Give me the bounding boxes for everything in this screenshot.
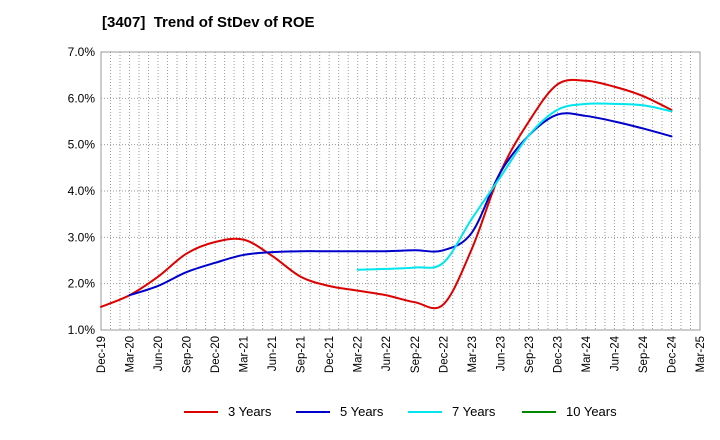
axis-layer: 1.0% 2.0% 3.0% 4.0% 5.0% 6.0% 7.0% Dec-19 Mar-20… — [68, 45, 707, 373]
legend-label: 10 Years — [566, 404, 617, 419]
grid-layer — [100, 51, 701, 331]
legend-item-5-years: 5 Years — [296, 404, 383, 419]
x-tick-label: Jun-22 — [381, 336, 393, 371]
series-layer — [100, 78, 673, 310]
series-line-5-years — [128, 112, 673, 297]
plot-frame — [100, 51, 701, 331]
legend-label: 7 Years — [452, 404, 496, 419]
x-tick-label: Jun-20 — [153, 336, 165, 371]
legend-item-10-years: 10 Years — [522, 404, 617, 419]
x-tick-label: Jun-24 — [609, 335, 621, 371]
x-tick-label: Dec-19 — [96, 336, 108, 373]
legend-swatch — [522, 410, 556, 413]
legend-label: 3 Years — [228, 404, 272, 419]
x-tick-label: Mar-22 — [353, 336, 365, 372]
x-tick-label: Dec-20 — [210, 336, 222, 373]
x-tick-label: Sep-23 — [524, 336, 536, 373]
x-tick-label: Dec-21 — [324, 336, 336, 373]
x-tick-label: Jun-21 — [267, 336, 279, 371]
legend-item-7-years: 7 Years — [408, 404, 495, 419]
series-line-3-years — [100, 78, 673, 310]
y-tick-label: 4.0% — [68, 184, 96, 198]
x-tick-label: Mar-24 — [581, 335, 593, 372]
y-tick-label: 1.0% — [68, 323, 96, 337]
x-tick-label: Mar-23 — [467, 336, 479, 372]
x-tick-label: Dec-23 — [552, 336, 564, 373]
x-tick-label: Jun-23 — [495, 336, 507, 371]
x-tick-label: Sep-24 — [638, 335, 650, 373]
x-tick-label: Sep-20 — [182, 336, 194, 373]
x-tick-label: Mar-20 — [125, 336, 137, 372]
y-tick-label: 7.0% — [68, 45, 96, 59]
y-tick-label: 2.0% — [68, 277, 96, 291]
y-tick-label: 6.0% — [68, 91, 96, 105]
x-tick-label: Sep-22 — [410, 336, 422, 373]
x-tick-label: Mar-25 — [695, 336, 707, 372]
legend-label: 5 Years — [340, 404, 384, 419]
legend: 3 Years 5 Years 7 Years 10 Years — [0, 404, 720, 426]
x-tick-label: Dec-24 — [666, 335, 678, 373]
x-tick-label: Dec-22 — [438, 336, 450, 373]
x-tick-label: Sep-21 — [296, 336, 308, 373]
legend-swatch — [296, 410, 330, 413]
y-tick-label: 5.0% — [68, 138, 96, 152]
chart-title: [3407] Trend of StDev of ROE — [102, 14, 315, 31]
legend-swatch — [184, 410, 218, 413]
x-tick-label: Mar-21 — [239, 336, 251, 372]
legend-item-3-years: 3 Years — [184, 404, 271, 419]
y-tick-label: 3.0% — [68, 230, 96, 244]
legend-swatch — [408, 410, 442, 413]
series-line-7-years — [356, 102, 673, 271]
